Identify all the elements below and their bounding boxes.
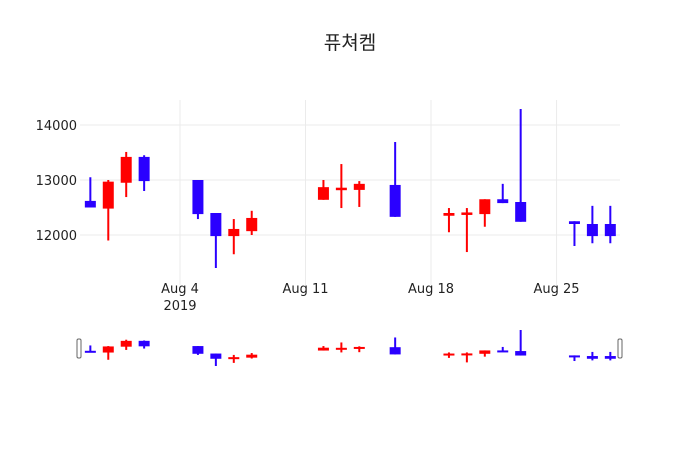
slider-candle	[568, 355, 580, 362]
candle	[604, 205, 616, 244]
slider-candle	[317, 346, 329, 351]
x-tick-label: Aug 11	[282, 282, 328, 297]
candle	[461, 208, 473, 253]
y-tick-label: 13000	[36, 174, 77, 189]
slider-candle	[102, 346, 114, 360]
candle	[335, 164, 347, 209]
candle	[479, 199, 491, 227]
range-slider-right-handle[interactable]	[617, 338, 623, 359]
grid-lines	[80, 100, 620, 285]
candle	[102, 180, 114, 241]
x-tick-label: Aug 4	[161, 282, 199, 297]
slider-candle	[192, 346, 204, 355]
candle	[515, 109, 527, 222]
candle	[138, 155, 150, 191]
candle	[389, 142, 401, 217]
candle	[210, 213, 222, 268]
candle	[568, 221, 580, 246]
chart-title: 퓨쳐켐	[323, 32, 377, 54]
slider-candle	[120, 339, 132, 350]
slider-candle	[443, 352, 455, 358]
candle	[228, 219, 240, 255]
slider-candle	[84, 345, 96, 353]
candle	[246, 210, 258, 235]
y-tick-label: 12000	[36, 229, 77, 244]
x-tick-year: 2019	[163, 299, 196, 314]
y-axis: 12000 13000 14000	[36, 119, 77, 244]
slider-candle	[246, 353, 258, 359]
range-slider[interactable]	[76, 330, 623, 366]
candle	[317, 180, 329, 200]
slider-candle	[335, 342, 347, 353]
range-slider-left-handle[interactable]	[76, 338, 82, 359]
slider-candle	[389, 337, 401, 355]
slider-candle	[497, 346, 509, 353]
candle	[120, 151, 132, 198]
slider-candle	[479, 350, 491, 357]
slider-candle	[353, 346, 365, 353]
slider-candle	[586, 351, 598, 361]
candles-main	[84, 109, 616, 268]
candle	[353, 181, 365, 207]
slider-candle	[228, 354, 240, 363]
candle	[443, 208, 455, 233]
candle	[586, 205, 598, 244]
candle	[497, 183, 509, 204]
x-tick-label: Aug 25	[533, 282, 579, 297]
candle	[84, 177, 96, 208]
slider-candle	[138, 340, 150, 349]
slider-candle	[604, 351, 616, 361]
slider-candle	[210, 353, 222, 366]
x-axis: Aug 4 2019 Aug 11 Aug 18 Aug 25	[161, 282, 579, 314]
x-tick-label: Aug 18	[408, 282, 454, 297]
slider-candle	[461, 352, 473, 363]
y-tick-label: 14000	[36, 119, 77, 134]
candle	[192, 180, 204, 220]
slider-candle	[515, 330, 527, 356]
